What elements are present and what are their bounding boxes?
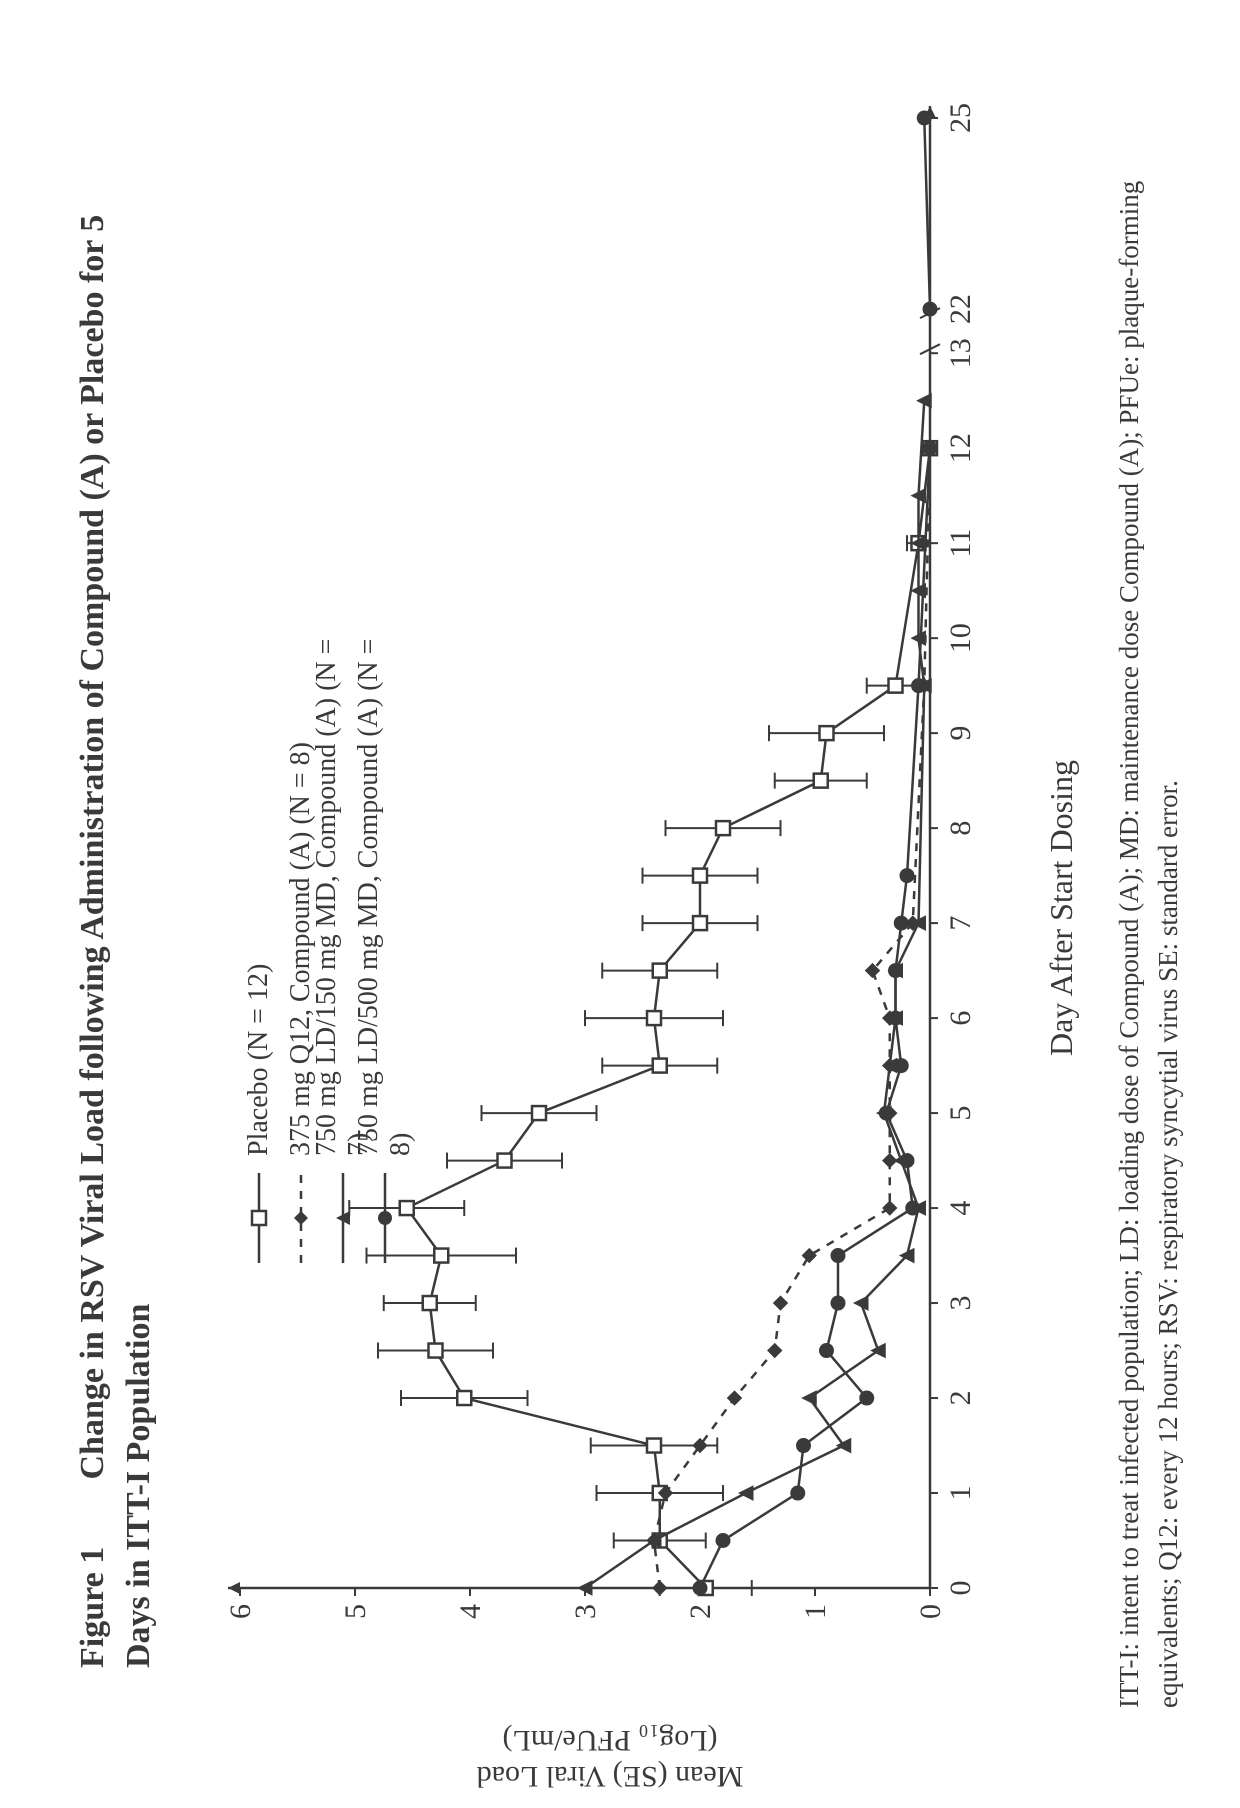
- svg-text:3: 3: [944, 1296, 977, 1311]
- svg-text:5: 5: [944, 1106, 977, 1121]
- svg-text:1: 1: [944, 1486, 977, 1501]
- svg-text:11: 11: [944, 529, 977, 558]
- figure-title: Figure 1 Change in RSV Viral Load follow…: [70, 148, 162, 1668]
- legend-item: 750 mg LD/500 mg MD, Compound (A) (N = 8…: [364, 618, 406, 1268]
- y-axis-label-line1: Mean (SE) Viral Load: [410, 1758, 810, 1794]
- svg-text:0: 0: [944, 1581, 977, 1596]
- svg-text:22: 22: [944, 294, 977, 324]
- figure-number: Figure 1: [70, 1488, 116, 1668]
- svg-text:2: 2: [944, 1391, 977, 1406]
- svg-text:5: 5: [339, 1604, 372, 1619]
- legend-label: 750 mg LD/500 mg MD, Compound (A) (N = 8…: [353, 618, 417, 1156]
- legend-marker-placebo: [244, 1168, 274, 1268]
- svg-text:10: 10: [944, 623, 977, 653]
- svg-text:12: 12: [944, 433, 977, 463]
- svg-text:9: 9: [944, 726, 977, 741]
- figure-title-text: Change in RSV Viral Load following Admin…: [74, 215, 157, 1668]
- legend-marker-ld500: [370, 1168, 400, 1268]
- svg-text:3: 3: [569, 1604, 602, 1619]
- legend-item: Placebo (N = 12): [238, 618, 280, 1268]
- legend-marker-q12: [286, 1168, 316, 1268]
- y-axis-label-line2: (Log₁₀ PFUe/mL): [410, 1722, 810, 1758]
- legend-marker-ld150: [328, 1168, 358, 1268]
- legend: Placebo (N = 12)375 mg Q12, Compound (A)…: [238, 618, 406, 1268]
- chart: Mean (SE) Viral Load (Log₁₀ PFUe/mL) 012…: [220, 148, 1000, 1668]
- svg-text:2: 2: [684, 1604, 717, 1619]
- svg-text:0: 0: [914, 1604, 947, 1619]
- y-axis-label: Mean (SE) Viral Load (Log₁₀ PFUe/mL): [410, 1722, 810, 1794]
- legend-label: Placebo (N = 12): [243, 964, 275, 1156]
- svg-text:13: 13: [944, 338, 977, 368]
- svg-text:7: 7: [944, 916, 977, 931]
- svg-text:6: 6: [224, 1604, 257, 1619]
- footnote: ITT-I: intent to treat infected populati…: [1110, 88, 1188, 1708]
- svg-text:6: 6: [944, 1011, 977, 1026]
- svg-text:4: 4: [454, 1604, 487, 1619]
- svg-text:8: 8: [944, 821, 977, 836]
- svg-text:4: 4: [944, 1201, 977, 1216]
- svg-text:25: 25: [944, 103, 977, 133]
- svg-text:1: 1: [799, 1604, 832, 1619]
- x-axis-label: Day After Start Dosing: [1043, 760, 1080, 1056]
